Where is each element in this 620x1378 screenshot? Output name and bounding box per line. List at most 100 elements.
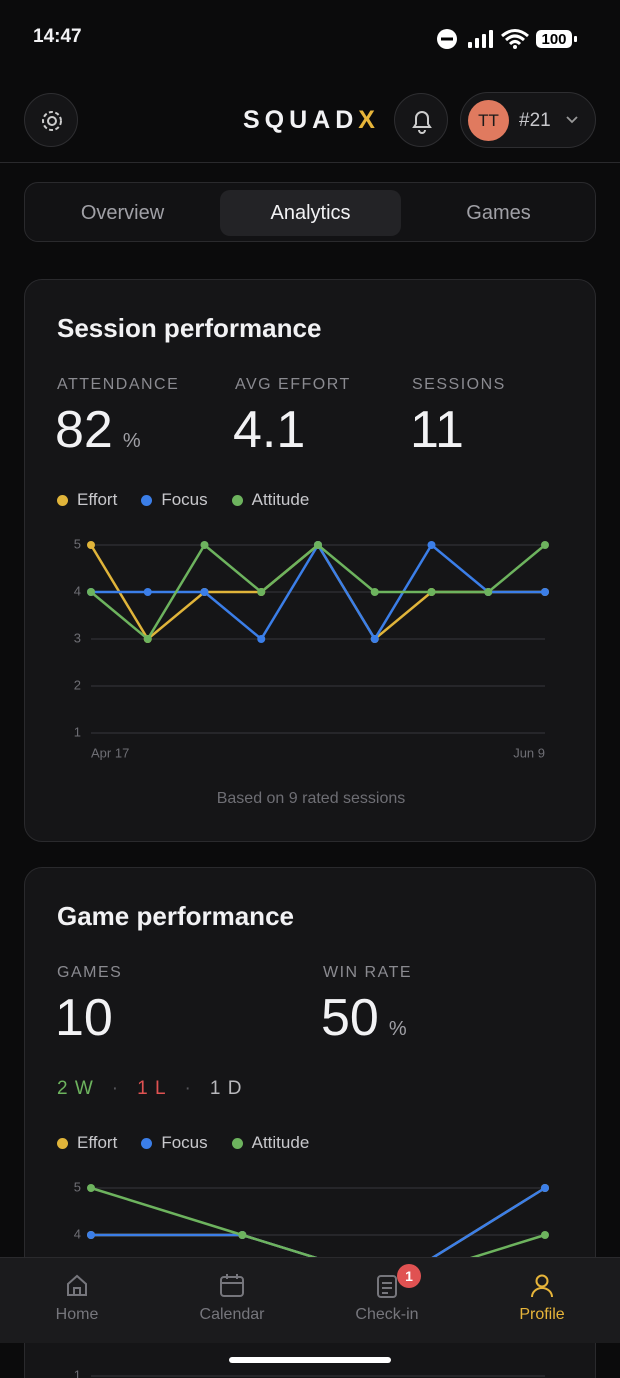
stat-label: ATTENDANCE — [57, 376, 180, 393]
data-point — [87, 541, 95, 549]
data-point — [257, 635, 266, 643]
tab[interactable]: Overview — [80, 201, 165, 224]
stat-number: 4.1 — [233, 401, 306, 459]
stat-unit: % — [388, 1018, 407, 1040]
brand-name: SQUAD — [243, 106, 359, 134]
y-tick-label: 1 — [74, 724, 81, 739]
data-point — [143, 588, 152, 596]
data-point — [87, 1231, 95, 1239]
stat-number: 82 — [55, 401, 113, 459]
stat-number: 11 — [410, 401, 464, 459]
record-item: 2 W — [57, 1078, 94, 1099]
legend-dot — [231, 1137, 243, 1149]
data-point — [314, 541, 322, 549]
nav-item[interactable]: Calendar — [172, 1270, 292, 1324]
y-tick-label: 4 — [74, 583, 81, 598]
y-tick-label: 5 — [74, 536, 81, 551]
status-time: 14:47 — [33, 26, 82, 47]
y-tick-label: 2 — [74, 677, 81, 692]
data-point — [427, 541, 436, 549]
x-tick-label: Jun 9 — [513, 745, 545, 760]
stat-value: 4.1 — [233, 400, 305, 460]
nav-label: Check-in — [355, 1306, 419, 1323]
data-point — [541, 1184, 549, 1192]
legend-dot — [141, 494, 153, 506]
legend-item: Effort — [57, 1133, 117, 1153]
bell-icon — [412, 111, 432, 134]
stat-value: 82% — [55, 400, 141, 460]
data-point — [370, 635, 379, 643]
legend-item: Attitude — [231, 1133, 309, 1153]
tab[interactable]: Games — [466, 201, 531, 224]
bottom-nav — [0, 1257, 620, 1343]
stat-unit: % — [122, 430, 141, 452]
data-point — [87, 588, 95, 596]
nav-icon — [377, 1275, 397, 1298]
home-indicator — [229, 1357, 391, 1363]
gear-icon — [42, 111, 62, 131]
nav-label: Profile — [519, 1306, 565, 1323]
legend-item: Attitude — [231, 490, 310, 510]
nav-label: Calendar — [199, 1306, 265, 1323]
data-point — [370, 588, 379, 596]
data-point — [143, 635, 152, 643]
data-point — [541, 1231, 549, 1239]
tab[interactable]: Analytics — [220, 190, 401, 236]
settings-button[interactable] — [24, 93, 78, 147]
stat-label: SESSIONS — [412, 376, 506, 393]
stat-number: 10 — [55, 989, 113, 1047]
stat-number: 50 — [321, 989, 379, 1047]
data-point — [200, 541, 209, 549]
y-tick-label: 4 — [74, 1226, 81, 1241]
data-point — [484, 588, 493, 596]
y-tick-label: 3 — [74, 630, 81, 645]
legend-dot — [57, 494, 68, 506]
stat-value: 11 — [410, 400, 464, 460]
legend-label: Attitude — [251, 490, 310, 509]
nav-icon — [67, 1274, 87, 1296]
legend-dot — [231, 494, 243, 506]
nav-badge: 1 — [397, 1264, 421, 1288]
chevron — [566, 116, 578, 124]
data-point — [257, 588, 266, 596]
chart-note: Based on 9 rated sessions — [216, 790, 406, 807]
brand-accent: X — [358, 106, 380, 134]
avatar: TT — [468, 100, 509, 141]
stat-value: 50% — [321, 988, 407, 1048]
x-tick-label: Apr 17 — [91, 745, 129, 760]
player-number: #21 — [519, 110, 551, 131]
data-point — [200, 588, 209, 596]
separator: · — [184, 1078, 192, 1099]
nav-item[interactable]: Home — [17, 1270, 137, 1324]
card-title: Session performance — [57, 313, 322, 343]
legend-dot — [57, 1137, 68, 1149]
stat-label: WIN RATE — [323, 964, 413, 981]
nav-icon — [220, 1274, 244, 1297]
data-point — [238, 1231, 247, 1239]
stat-label: AVG EFFORT — [235, 376, 351, 393]
nav-item[interactable]: Check-in 1 — [327, 1264, 447, 1324]
profile-pill[interactable]: TT #21 — [460, 92, 596, 148]
stat-label: GAMES — [57, 964, 123, 981]
session-chart: 1 2 3 4 5 Apr 17 Jun 9 — [74, 536, 549, 760]
data-point — [87, 1184, 95, 1192]
notifications-button[interactable] — [394, 93, 448, 147]
status-icons: 100 — [437, 29, 577, 49]
nav-icon — [531, 1274, 553, 1298]
data-point — [427, 588, 436, 596]
legend-item: Focus — [141, 490, 208, 510]
separator: · — [111, 1078, 120, 1099]
legend-label: Effort — [77, 1133, 118, 1152]
y-tick-label: 1 — [74, 1367, 81, 1378]
stat-value: 10 — [55, 988, 113, 1048]
brand: SQUADX — [243, 106, 380, 135]
y-tick-label: 5 — [74, 1179, 81, 1194]
legend-label: Effort — [77, 490, 118, 509]
nav-item[interactable]: Profile — [482, 1270, 602, 1324]
nav-label: Home — [55, 1306, 99, 1323]
legend-label: Focus — [161, 490, 208, 509]
legend-item: Focus — [141, 1133, 208, 1153]
legend-dot — [141, 1137, 153, 1149]
card-title: Game performance — [57, 901, 294, 931]
